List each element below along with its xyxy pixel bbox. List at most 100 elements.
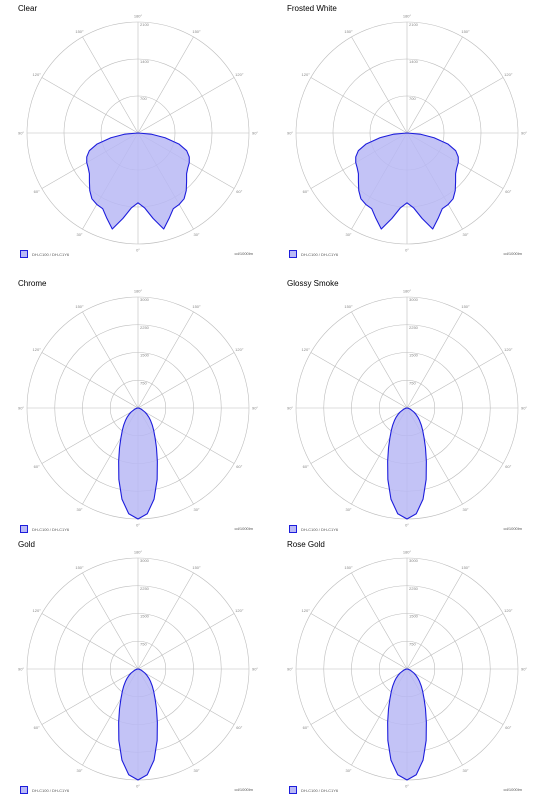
grid-spoke <box>41 77 139 134</box>
angle-tick-label: 30° <box>345 507 351 512</box>
legend-label: DH-C100 / DH-C1Y6 <box>32 787 70 793</box>
angle-tick-label: 30° <box>462 768 468 773</box>
unit-label: cd/1000lm <box>234 526 253 531</box>
legend-swatch <box>289 525 297 533</box>
polar-panel: Frosted White 700 1400 2100 180° 150° 120° 90°… <box>275 2 540 267</box>
angle-tick-label: 180° <box>134 550 143 555</box>
angle-tick-label: 30° <box>462 507 468 512</box>
legend: DH-C100 / DH-C1Y6 <box>20 525 69 533</box>
grid-spoke <box>137 77 235 134</box>
polar-plot: 750 1500 2250 3000 180° 150° 120° 90° 60° 30° 0° 30… <box>287 289 527 528</box>
angle-tick-label: 120° <box>504 347 513 352</box>
legend: DH-C100 / DH-C1Y6 <box>20 250 69 258</box>
polar-plot: 750 1500 2250 3000 180° 150° 120° 90° 60° 30° 0° 30… <box>18 289 258 528</box>
angle-tick-label: 60° <box>236 464 242 469</box>
angle-tick-label: 150° <box>461 565 470 570</box>
grid-spoke <box>406 407 504 464</box>
angle-tick-label: 60° <box>236 189 242 194</box>
chart-title: Glossy Smoke <box>287 279 339 288</box>
radial-tick-label: 750 <box>140 641 147 646</box>
radial-tick-label: 2100 <box>409 22 419 27</box>
angle-tick-label: 60° <box>34 464 40 469</box>
grid-spoke <box>310 352 408 409</box>
legend: DH-C100 / DH-C1Y6 <box>20 786 69 794</box>
angle-tick-label: 60° <box>505 725 511 730</box>
distribution-curve <box>86 132 190 230</box>
angle-tick-label: 90° <box>287 406 293 411</box>
angle-tick-label: 30° <box>462 232 468 237</box>
unit-label: cd/1000lm <box>503 251 522 256</box>
distribution-curve <box>387 407 427 520</box>
grid-spoke <box>310 407 408 464</box>
chart-title: Chrome <box>18 279 47 288</box>
radial-tick-label: 750 <box>409 641 416 646</box>
angle-tick-label: 150° <box>75 304 84 309</box>
angle-tick-label: 180° <box>134 289 143 294</box>
angle-tick-label: 60° <box>505 189 511 194</box>
angle-tick-label: 0° <box>405 523 409 528</box>
grid-spoke <box>310 668 408 725</box>
grid-spoke <box>310 77 408 134</box>
angle-tick-label: 90° <box>252 131 258 136</box>
radial-tick-label: 1500 <box>409 353 419 358</box>
legend-swatch <box>289 786 297 794</box>
angle-tick-label: 60° <box>303 464 309 469</box>
grid-spoke <box>406 311 463 409</box>
angle-tick-label: 120° <box>235 72 244 77</box>
angle-tick-label: 90° <box>18 131 24 136</box>
legend: DH-C100 / DH-C1Y6 <box>289 786 338 794</box>
angle-tick-label: 120° <box>504 72 513 77</box>
grid-spoke <box>137 36 194 134</box>
angle-tick-label: 120° <box>33 608 42 613</box>
grid-spoke <box>82 311 139 409</box>
angle-tick-label: 90° <box>521 406 527 411</box>
unit-label: cd/1000lm <box>234 251 253 256</box>
grid-spoke <box>351 311 408 409</box>
grid-spoke <box>406 352 504 409</box>
angle-tick-label: 30° <box>76 768 82 773</box>
legend-swatch <box>20 525 28 533</box>
polar-panel: Glossy Smoke 750 1500 2250 3000 180° 150° 120°… <box>275 277 540 542</box>
grid-spoke <box>351 36 408 134</box>
grid-spoke <box>351 572 408 670</box>
angle-tick-label: 150° <box>344 304 353 309</box>
angle-tick-label: 0° <box>136 784 140 789</box>
polar-plot: 700 1400 2100 180° 150° 120° 90° 60° 30° 0° 30° 60°… <box>287 14 527 253</box>
legend: DH-C100 / DH-C1Y6 <box>289 250 338 258</box>
angle-tick-label: 30° <box>345 768 351 773</box>
legend-swatch <box>289 250 297 258</box>
angle-tick-label: 120° <box>504 608 513 613</box>
angle-tick-label: 30° <box>193 232 199 237</box>
grid-spoke <box>137 407 235 464</box>
radial-tick-label: 2250 <box>409 586 419 591</box>
radial-tick-label: 1500 <box>409 614 419 619</box>
legend-label: DH-C100 / DH-C1Y6 <box>301 526 339 532</box>
radial-tick-label: 2100 <box>140 22 150 27</box>
angle-tick-label: 90° <box>287 131 293 136</box>
angle-tick-label: 150° <box>344 29 353 34</box>
legend-label: DH-C100 / DH-C1Y6 <box>32 251 70 257</box>
angle-tick-label: 30° <box>76 232 82 237</box>
angle-tick-label: 120° <box>302 72 311 77</box>
legend-swatch <box>20 786 28 794</box>
angle-tick-label: 60° <box>34 189 40 194</box>
chart-title: Gold <box>18 540 35 549</box>
angle-tick-label: 60° <box>303 189 309 194</box>
grid-spoke <box>137 613 235 670</box>
legend: DH-C100 / DH-C1Y6 <box>289 525 338 533</box>
radial-tick-label: 2250 <box>140 586 150 591</box>
grid-spoke <box>406 572 463 670</box>
polar-plot: 750 1500 2250 3000 180° 150° 120° 90° 60° 30° 0° 30… <box>287 550 527 789</box>
grid-spoke <box>137 311 194 409</box>
radial-tick-label: 3000 <box>140 558 150 563</box>
angle-tick-label: 150° <box>461 304 470 309</box>
angle-tick-label: 180° <box>403 14 412 19</box>
angle-tick-label: 150° <box>75 565 84 570</box>
angle-tick-label: 60° <box>303 725 309 730</box>
radial-tick-label: 1400 <box>140 59 150 64</box>
angle-tick-label: 60° <box>236 725 242 730</box>
angle-tick-label: 60° <box>505 464 511 469</box>
angle-tick-label: 150° <box>192 565 201 570</box>
polar-panel: Gold 750 1500 2250 3000 180° 150° 120° 90° 60° 30… <box>6 538 271 803</box>
